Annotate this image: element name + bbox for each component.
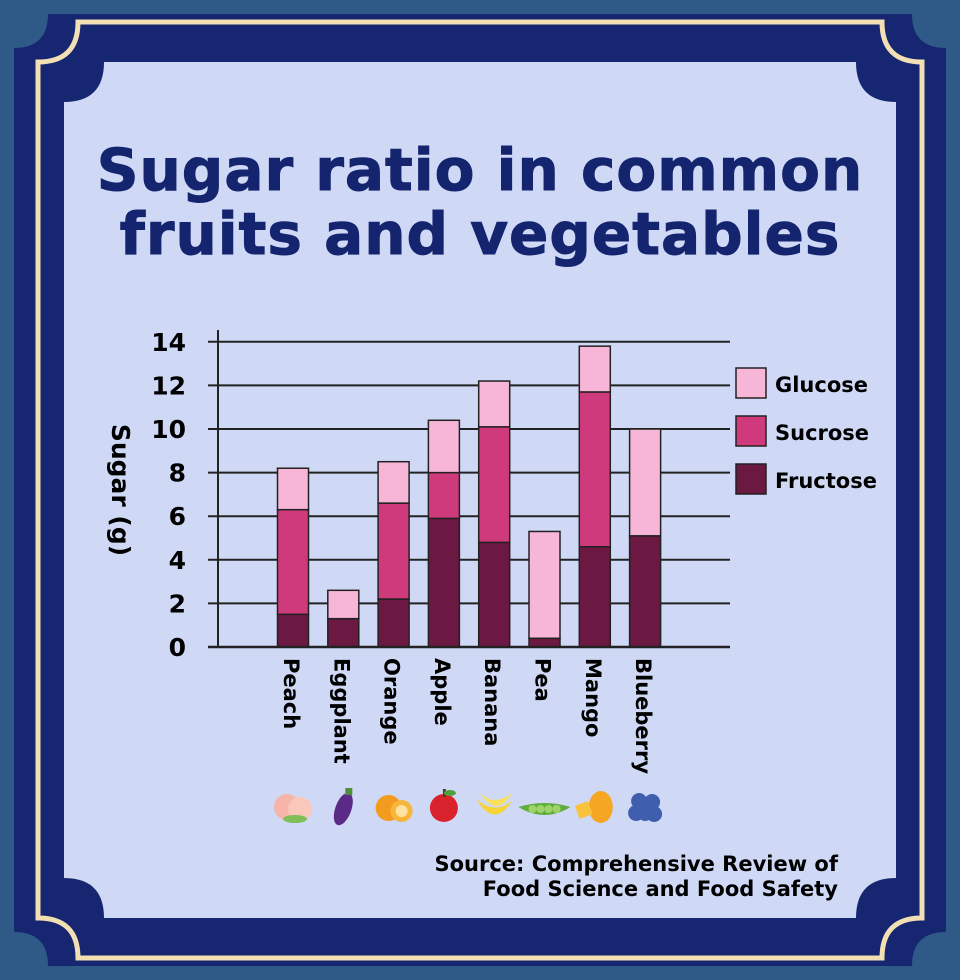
- legend-swatch-glucose: [735, 367, 767, 399]
- bar-pea-glucose: [528, 530, 561, 640]
- bar-banana-glucose: [477, 380, 511, 428]
- y-tick-label: 10: [151, 415, 186, 444]
- bar-mango-glucose: [578, 345, 612, 393]
- y-tick-label: 14: [151, 328, 186, 357]
- bar-pea-fructose: [528, 637, 561, 648]
- legend-label-sucrose: Sucrose: [775, 421, 869, 445]
- bar-eggplant-glucose: [327, 589, 360, 620]
- bar-orange-glucose: [377, 460, 410, 504]
- y-tick-label: 6: [169, 502, 186, 531]
- y-tick-labels: 0 2 4 6 8 10 12 14: [151, 328, 186, 662]
- blueberry-icon: [628, 793, 663, 822]
- bars: [276, 345, 662, 648]
- legend-swatch-fructose: [735, 463, 767, 495]
- x-tick-label: Banana: [480, 658, 504, 746]
- x-tick-label: Orange: [380, 658, 404, 745]
- category-icons: [274, 788, 663, 826]
- y-tick-label: 0: [169, 633, 186, 662]
- y-tick-label: 8: [169, 459, 186, 488]
- x-tick-labels: Peach Eggplant Orange Apple Banana Pea Mango Bl…: [279, 658, 655, 774]
- bar-peach-sucrose: [276, 508, 310, 616]
- legend-label-fructose: Fructose: [775, 469, 877, 493]
- banana-icon: [476, 793, 513, 815]
- chart-title-line-1: Sugar ratio in common: [96, 136, 864, 205]
- x-tick-label: Eggplant: [329, 658, 353, 764]
- y-axis-label: Sugar (g): [106, 424, 135, 556]
- legend-label-glucose: Glucose: [775, 373, 868, 397]
- axes: [208, 330, 730, 649]
- bar-eggplant-fructose: [327, 617, 360, 648]
- bar-peach-fructose: [276, 613, 310, 648]
- source-line-2: Food Science and Food Safety: [482, 877, 838, 901]
- source-line-1: Source: Comprehensive Review of: [434, 852, 838, 876]
- orange-icon: [375, 795, 413, 822]
- x-tick-label: Peach: [279, 658, 303, 729]
- bar-banana-sucrose: [477, 426, 511, 544]
- x-tick-label: Apple: [430, 658, 454, 726]
- peach-icon: [274, 794, 312, 823]
- bar-mango-sucrose: [578, 391, 612, 548]
- bar-blueberry-glucose: [628, 428, 662, 537]
- bar-blueberry-fructose: [628, 535, 662, 648]
- bar-mango-fructose: [578, 545, 612, 648]
- bar-orange-fructose: [377, 598, 410, 648]
- x-tick-label: Pea: [531, 658, 555, 702]
- chart-title-line-2: fruits and vegetables: [119, 200, 841, 269]
- bar-orange-sucrose: [377, 502, 410, 600]
- frame-gold-border: [35, 19, 925, 961]
- x-tick-label: Blueberry: [631, 658, 655, 774]
- mango-icon: [574, 791, 613, 823]
- bar-apple-fructose: [427, 517, 461, 648]
- bar-banana-fructose: [477, 541, 511, 648]
- y-tick-label: 4: [169, 546, 186, 575]
- apple-icon: [429, 789, 458, 822]
- legend-swatch-sucrose: [735, 415, 767, 447]
- x-tick-label: Mango: [581, 658, 605, 737]
- eggplant-icon: [333, 788, 353, 826]
- legend: Glucose Sucrose Fructose: [735, 367, 877, 495]
- bar-peach-glucose: [276, 467, 310, 511]
- y-tick-label: 2: [169, 589, 186, 618]
- pea-icon: [518, 803, 571, 815]
- bar-apple-sucrose: [427, 471, 461, 520]
- y-tick-label: 12: [151, 371, 186, 400]
- bar-apple-glucose: [427, 419, 461, 474]
